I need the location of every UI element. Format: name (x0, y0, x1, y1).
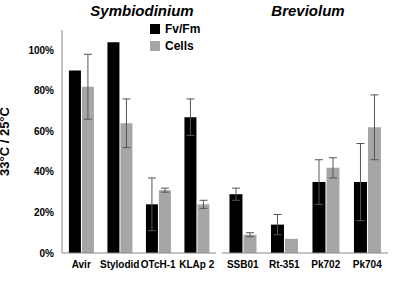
svg-text:40%: 40% (34, 166, 54, 177)
svg-text:100%: 100% (28, 45, 54, 56)
svg-text:Avir: Avir (72, 259, 91, 270)
svg-text:KLAp 2: KLAp 2 (179, 259, 214, 270)
svg-text:33°C / 25°C: 33°C / 25°C (8, 106, 12, 176)
svg-text:0%: 0% (40, 248, 55, 259)
svg-text:OTcH-1: OTcH-1 (141, 259, 176, 270)
html-text:Symbiodinium: Symbiodinium (90, 2, 194, 19)
svg-text:60%: 60% (34, 126, 54, 137)
svg-text:Rt-351: Rt-351 (269, 259, 300, 270)
svg-text:SSB01: SSB01 (227, 259, 259, 270)
svg-text:Pk702: Pk702 (311, 259, 340, 270)
svg-text:20%: 20% (34, 207, 54, 218)
html-text:Breviolum: Breviolum (271, 2, 345, 19)
svg-text:Pk704: Pk704 (353, 259, 382, 270)
svg-text:Stylodid: Stylodid (100, 259, 139, 270)
html-text:Fv/Fm: Fv/Fm (165, 22, 201, 36)
html-text:Cells: Cells (165, 39, 194, 53)
svg-text:80%: 80% (34, 85, 54, 96)
